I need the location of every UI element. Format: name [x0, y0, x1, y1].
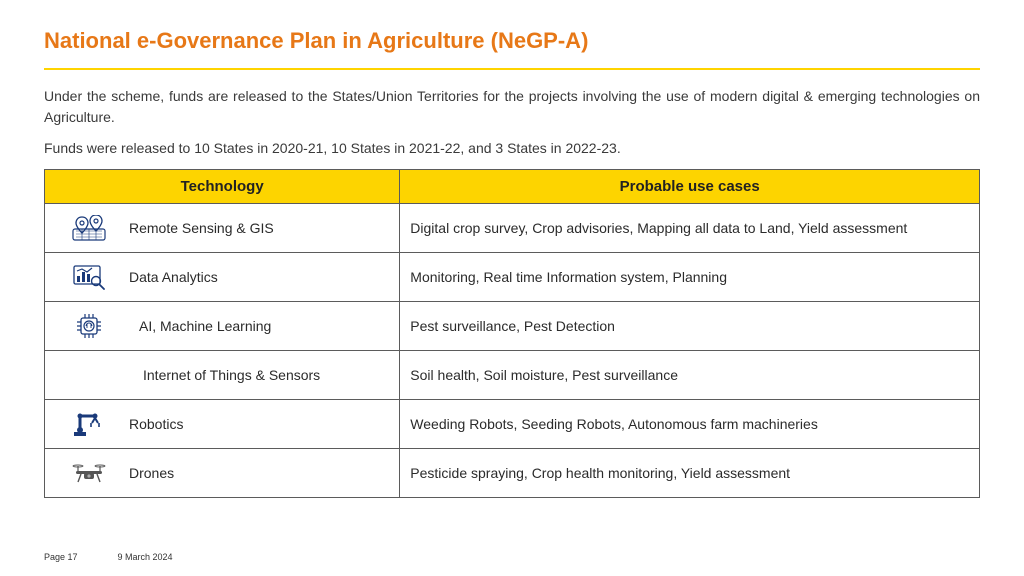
tech-cell: Data Analytics [45, 253, 400, 302]
map-pin-icon [71, 214, 107, 242]
intro-paragraph-2: Funds were released to 10 States in 2020… [44, 138, 980, 159]
robot-arm-icon [71, 410, 107, 438]
col-header-usecases: Probable use cases [400, 170, 980, 204]
technology-table: Technology Probable use cases Remote Sen… [44, 169, 980, 498]
usecase-cell: Pest surveillance, Pest Detection [400, 302, 980, 351]
page-number: Page 17 [44, 552, 78, 562]
tech-label: Remote Sensing & GIS [129, 220, 274, 236]
table-row: Remote Sensing & GIS Digital crop survey,… [45, 204, 980, 253]
usecase-cell: Weeding Robots, Seeding Robots, Autonomo… [400, 400, 980, 449]
ai-chip-icon [71, 312, 107, 340]
page-title: National e-Governance Plan in Agricultur… [44, 28, 980, 54]
table-row: Internet of Things & Sensors Soil health,… [45, 351, 980, 400]
table-row: Data Analytics Monitoring, Real time Info… [45, 253, 980, 302]
table-row: Drones Pesticide spraying, Crop health mo… [45, 449, 980, 498]
tech-label: Data Analytics [129, 269, 218, 285]
analytics-icon [71, 263, 107, 291]
tech-cell: Internet of Things & Sensors [45, 351, 400, 400]
title-divider [44, 68, 980, 70]
tech-cell: Robotics [45, 400, 400, 449]
blank-icon [71, 361, 107, 389]
col-header-technology: Technology [45, 170, 400, 204]
usecase-cell: Monitoring, Real time Information system… [400, 253, 980, 302]
slide-footer: Page 17 9 March 2024 [44, 552, 173, 562]
tech-label: AI, Machine Learning [129, 318, 271, 334]
table-row: AI, Machine Learning Pest surveillance, P… [45, 302, 980, 351]
slide-date: 9 March 2024 [118, 552, 173, 562]
drone-icon [71, 459, 107, 487]
tech-label: Internet of Things & Sensors [129, 367, 320, 383]
tech-cell: Drones [45, 449, 400, 498]
table-row: Robotics Weeding Robots, Seeding Robots, … [45, 400, 980, 449]
intro-paragraph-1: Under the scheme, funds are released to … [44, 86, 980, 128]
usecase-cell: Soil health, Soil moisture, Pest surveil… [400, 351, 980, 400]
usecase-cell: Pesticide spraying, Crop health monitori… [400, 449, 980, 498]
tech-cell: AI, Machine Learning [45, 302, 400, 351]
usecase-cell: Digital crop survey, Crop advisories, Ma… [400, 204, 980, 253]
tech-label: Drones [129, 465, 174, 481]
tech-label: Robotics [129, 416, 183, 432]
tech-cell: Remote Sensing & GIS [45, 204, 400, 253]
